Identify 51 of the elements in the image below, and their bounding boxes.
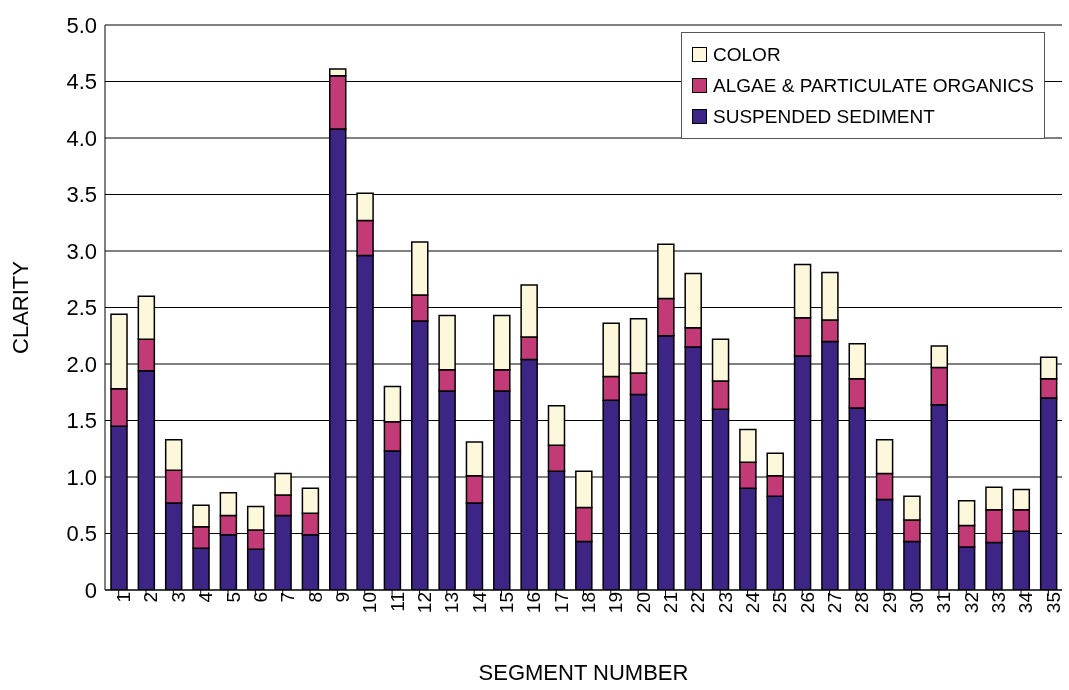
y-tick-label: 4.0 [66, 125, 97, 151]
x-tick-label: 17 [550, 592, 572, 614]
y-tick-label: 2.5 [66, 295, 97, 321]
y-tick-label: 0.5 [66, 521, 97, 547]
x-tick-label: 34 [1015, 591, 1037, 614]
x-tick-label: 29 [878, 592, 900, 614]
x-tick-label: 27 [824, 592, 846, 614]
x-tick-label: 22 [687, 592, 709, 614]
y-tick-label: 3.0 [66, 238, 97, 264]
x-tick-label: 19 [605, 592, 627, 614]
x-tick-label: 15 [495, 592, 517, 614]
y-tick-label: 4.5 [66, 69, 97, 95]
x-tick-label: 25 [769, 592, 791, 614]
x-tick-label: 18 [577, 592, 599, 614]
x-tick-label: 6 [249, 592, 271, 603]
x-tick-label: 33 [988, 592, 1010, 614]
x-tick-label: 20 [632, 592, 654, 614]
legend-label: COLOR [713, 43, 781, 66]
x-tick-label: 28 [851, 592, 873, 614]
x-tick-label: 4 [195, 591, 217, 603]
x-tick-label: 5 [222, 592, 244, 603]
x-tick-label: 8 [304, 592, 326, 603]
y-tick-label: 1.5 [66, 408, 97, 434]
y-tick-label: 0 [84, 577, 97, 603]
x-tick-label: 2 [140, 592, 162, 603]
y-axis-title: CLARITY [7, 260, 33, 354]
legend-label: SUSPENDED SEDIMENT [713, 105, 935, 128]
y-tick-label: 3.5 [66, 182, 97, 208]
x-axis-title: SEGMENT NUMBER [478, 660, 689, 685]
x-tick-label: 11 [386, 592, 408, 612]
x-tick-label: 3 [167, 592, 189, 603]
x-tick-label: 16 [523, 592, 545, 614]
x-tick-label: 1 [113, 592, 135, 603]
x-tick-label: 30 [906, 592, 928, 614]
x-tick-label: 32 [960, 592, 982, 614]
x-tick-label: 24 [742, 591, 764, 614]
x-tick-label: 13 [441, 592, 463, 614]
x-tick-label: 31 [933, 592, 955, 614]
x-tick-label: 21 [660, 592, 682, 614]
legend-label: ALGAE & PARTICULATE ORGANICS [713, 74, 1034, 97]
x-tick-label: 14 [468, 591, 490, 614]
x-tick-label: 23 [714, 592, 736, 614]
x-tick-label: 12 [413, 592, 435, 614]
x-tick-label: 9 [331, 592, 353, 603]
x-tick-label: 35 [1042, 592, 1064, 614]
y-tick-label: 5.0 [66, 12, 97, 38]
x-tick-label: 10 [359, 592, 381, 614]
x-tick-label: 26 [796, 592, 818, 614]
y-tick-label: 1.0 [66, 464, 97, 490]
y-tick-label: 2.0 [66, 351, 97, 377]
x-tick-label: 7 [277, 592, 299, 603]
